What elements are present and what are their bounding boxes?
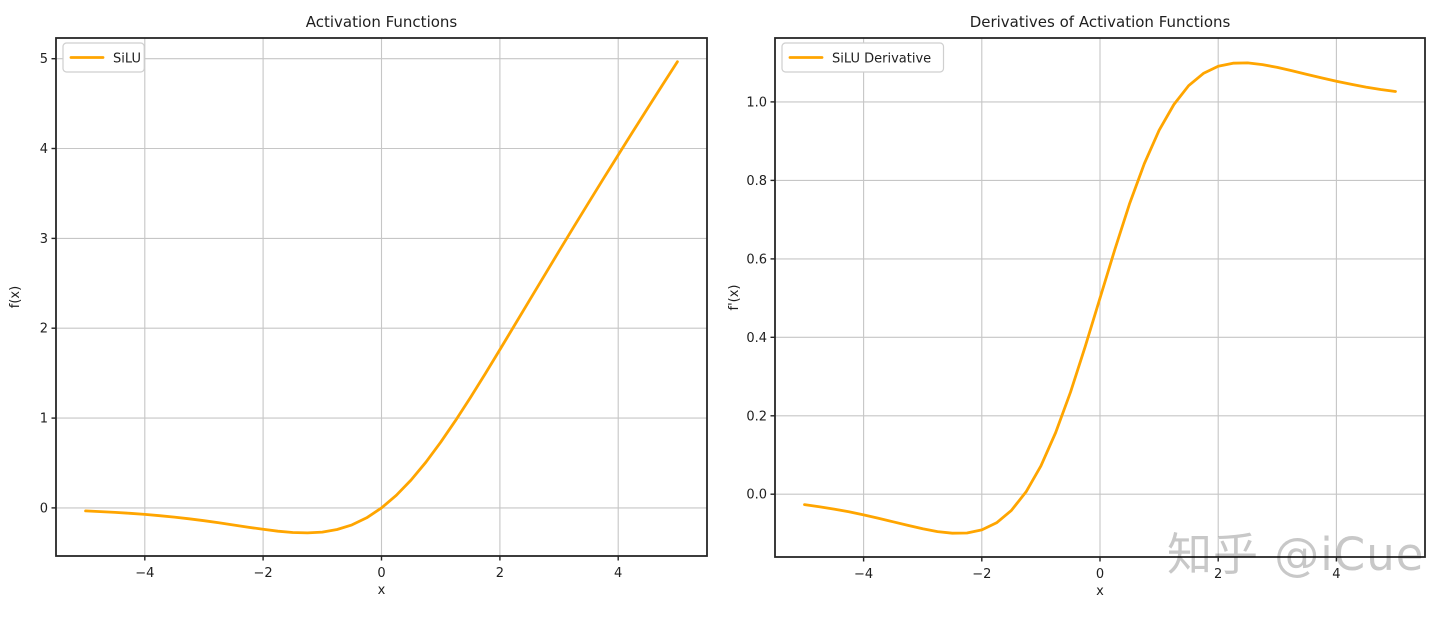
legend-label: SiLU bbox=[113, 52, 141, 67]
plot-title: Activation Functions bbox=[306, 13, 458, 31]
x-tick-label: 2 bbox=[1214, 567, 1222, 582]
derivatives-chart: −4 −2 0 2 4 0.0 0.2 0.4 0.6 0.8 1.0 Derivatives of … bbox=[727, 13, 1426, 599]
y-tick-label: 0.6 bbox=[746, 252, 767, 267]
plot-title: Derivatives of Activation Functions bbox=[970, 13, 1231, 31]
silu-derivative-curve bbox=[803, 61, 1397, 535]
legend: SiLU bbox=[62, 42, 145, 73]
y-tick-label: 4 bbox=[40, 142, 48, 157]
silu-curve bbox=[84, 60, 679, 535]
y-tick-label: 0.2 bbox=[746, 409, 767, 424]
x-tick-label: 4 bbox=[1332, 567, 1340, 582]
legend: SiLU Derivative bbox=[781, 42, 945, 73]
x-tick-label: 0 bbox=[377, 566, 385, 581]
x-tick-label: 2 bbox=[496, 566, 504, 581]
y-tick-label: 1 bbox=[40, 412, 48, 427]
legend-box bbox=[781, 42, 945, 73]
subplot-derivatives: −4 −2 0 2 4 0.0 0.2 0.4 0.6 0.8 1.0 Derivatives of … bbox=[720, 0, 1440, 617]
y-tick-label: 0.4 bbox=[746, 331, 767, 346]
activation-functions-chart: −4 −2 0 2 4 0 1 2 3 4 5 Activation Functions x f(x) Si… bbox=[8, 13, 708, 598]
x-tick-label: −2 bbox=[972, 567, 991, 582]
y-tick-label: 5 bbox=[40, 52, 48, 67]
y-tick-label: 0 bbox=[40, 501, 48, 516]
x-tick-label: −2 bbox=[254, 566, 273, 581]
x-axis-label: x bbox=[1096, 584, 1104, 599]
y-tick-label: 3 bbox=[40, 232, 48, 247]
x-axis-label: x bbox=[378, 583, 386, 598]
y-tick-label: 0.8 bbox=[746, 174, 767, 189]
y-axis-label: f'(x) bbox=[727, 285, 742, 311]
y-tick-label: 2 bbox=[40, 322, 48, 337]
y-axis-label: f(x) bbox=[8, 286, 23, 308]
x-tick-label: −4 bbox=[135, 566, 154, 581]
y-tick-label: 1.0 bbox=[746, 95, 767, 110]
x-tick-label: 4 bbox=[614, 566, 622, 581]
x-tick-label: −4 bbox=[854, 567, 873, 582]
y-tick-label: 0.0 bbox=[746, 488, 767, 503]
subplot-activation-functions: −4 −2 0 2 4 0 1 2 3 4 5 Activation Functions x f(x) Si… bbox=[8, 13, 708, 598]
legend-label: SiLU Derivative bbox=[832, 52, 931, 67]
x-tick-label: 0 bbox=[1096, 567, 1104, 582]
